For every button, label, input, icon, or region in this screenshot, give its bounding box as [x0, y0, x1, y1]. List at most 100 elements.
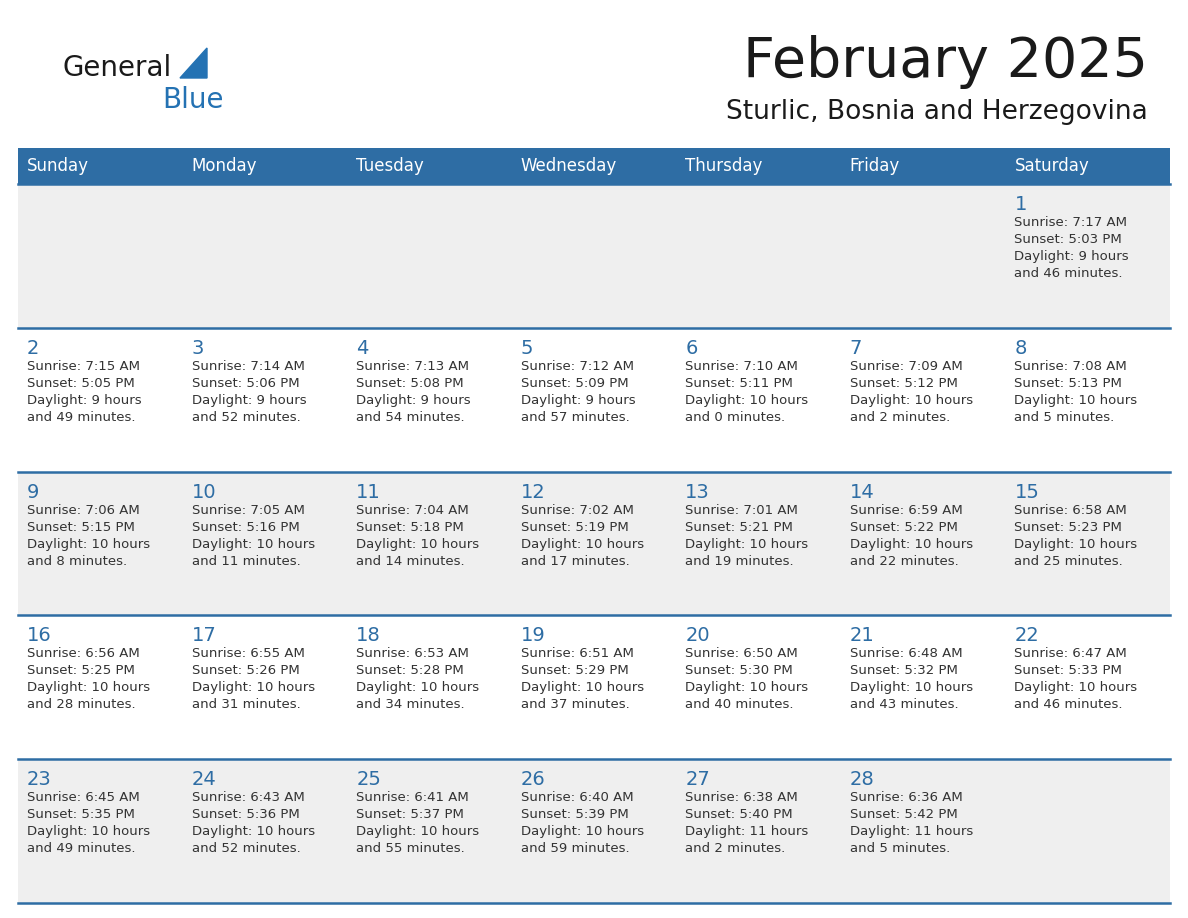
Text: 23: 23	[27, 770, 52, 789]
Text: 28: 28	[849, 770, 874, 789]
Text: Blue: Blue	[162, 86, 223, 114]
Bar	[676, 148, 841, 184]
Text: Sunrise: 6:40 AM: Sunrise: 6:40 AM	[520, 791, 633, 804]
Text: Thursday: Thursday	[685, 157, 763, 175]
Text: Sunrise: 6:36 AM: Sunrise: 6:36 AM	[849, 791, 962, 804]
Text: Sunset: 5:26 PM: Sunset: 5:26 PM	[191, 665, 299, 677]
Text: Sturlic, Bosnia and Herzegovina: Sturlic, Bosnia and Herzegovina	[726, 99, 1148, 125]
Text: and 25 minutes.: and 25 minutes.	[1015, 554, 1123, 567]
Text: Sunset: 5:19 PM: Sunset: 5:19 PM	[520, 521, 628, 533]
Text: Friday: Friday	[849, 157, 901, 175]
Bar	[347, 148, 512, 184]
Text: 20: 20	[685, 626, 710, 645]
Bar	[1005, 148, 1170, 184]
Text: and 8 minutes.: and 8 minutes.	[27, 554, 127, 567]
Text: Sunset: 5:30 PM: Sunset: 5:30 PM	[685, 665, 794, 677]
Text: Sunrise: 6:53 AM: Sunrise: 6:53 AM	[356, 647, 469, 660]
Text: Daylight: 10 hours: Daylight: 10 hours	[27, 681, 150, 694]
Text: Daylight: 10 hours: Daylight: 10 hours	[191, 825, 315, 838]
Text: Sunrise: 6:50 AM: Sunrise: 6:50 AM	[685, 647, 798, 660]
Text: Daylight: 10 hours: Daylight: 10 hours	[685, 394, 808, 407]
Text: Daylight: 11 hours: Daylight: 11 hours	[685, 825, 809, 838]
Bar	[183, 472, 347, 615]
Text: 14: 14	[849, 483, 874, 501]
Text: Daylight: 10 hours: Daylight: 10 hours	[520, 681, 644, 694]
Text: Wednesday: Wednesday	[520, 157, 617, 175]
Text: Sunset: 5:40 PM: Sunset: 5:40 PM	[685, 808, 792, 822]
Bar	[183, 759, 347, 903]
Text: Daylight: 10 hours: Daylight: 10 hours	[356, 825, 479, 838]
Bar	[1005, 328, 1170, 472]
Text: Monday: Monday	[191, 157, 257, 175]
Text: Saturday: Saturday	[1015, 157, 1089, 175]
Text: and 22 minutes.: and 22 minutes.	[849, 554, 959, 567]
Bar	[183, 184, 347, 328]
Text: Sunrise: 6:51 AM: Sunrise: 6:51 AM	[520, 647, 633, 660]
Text: Sunset: 5:12 PM: Sunset: 5:12 PM	[849, 376, 958, 390]
Text: Sunrise: 6:58 AM: Sunrise: 6:58 AM	[1015, 504, 1127, 517]
Text: Sunrise: 7:06 AM: Sunrise: 7:06 AM	[27, 504, 140, 517]
Text: and 37 minutes.: and 37 minutes.	[520, 699, 630, 711]
Text: Sunrise: 7:02 AM: Sunrise: 7:02 AM	[520, 504, 633, 517]
Bar	[347, 615, 512, 759]
Text: 10: 10	[191, 483, 216, 501]
Text: Sunset: 5:42 PM: Sunset: 5:42 PM	[849, 808, 958, 822]
Text: Sunset: 5:39 PM: Sunset: 5:39 PM	[520, 808, 628, 822]
Text: and 2 minutes.: and 2 minutes.	[685, 842, 785, 856]
Text: 6: 6	[685, 339, 697, 358]
Bar	[841, 759, 1005, 903]
Bar	[18, 759, 183, 903]
Text: 26: 26	[520, 770, 545, 789]
Text: Sunrise: 6:55 AM: Sunrise: 6:55 AM	[191, 647, 304, 660]
Text: Sunset: 5:08 PM: Sunset: 5:08 PM	[356, 376, 463, 390]
Text: Sunset: 5:36 PM: Sunset: 5:36 PM	[191, 808, 299, 822]
Text: and 55 minutes.: and 55 minutes.	[356, 842, 465, 856]
Bar	[676, 615, 841, 759]
Text: and 43 minutes.: and 43 minutes.	[849, 699, 959, 711]
Text: and 46 minutes.: and 46 minutes.	[1015, 267, 1123, 280]
Text: 2: 2	[27, 339, 39, 358]
Text: and 52 minutes.: and 52 minutes.	[191, 842, 301, 856]
Text: 12: 12	[520, 483, 545, 501]
Bar	[1005, 472, 1170, 615]
Text: Daylight: 9 hours: Daylight: 9 hours	[27, 394, 141, 407]
Bar	[183, 148, 347, 184]
Text: 17: 17	[191, 626, 216, 645]
Text: Sunset: 5:18 PM: Sunset: 5:18 PM	[356, 521, 463, 533]
Text: and 19 minutes.: and 19 minutes.	[685, 554, 794, 567]
Text: Sunset: 5:03 PM: Sunset: 5:03 PM	[1015, 233, 1123, 246]
Text: 11: 11	[356, 483, 381, 501]
Text: General: General	[62, 54, 171, 82]
Text: 24: 24	[191, 770, 216, 789]
Text: Daylight: 10 hours: Daylight: 10 hours	[1015, 681, 1138, 694]
Text: and 52 minutes.: and 52 minutes.	[191, 410, 301, 424]
Bar	[18, 148, 183, 184]
Text: and 59 minutes.: and 59 minutes.	[520, 842, 630, 856]
Text: Daylight: 10 hours: Daylight: 10 hours	[1015, 394, 1138, 407]
Text: Sunset: 5:15 PM: Sunset: 5:15 PM	[27, 521, 135, 533]
Text: Sunrise: 7:12 AM: Sunrise: 7:12 AM	[520, 360, 633, 373]
Bar	[512, 148, 676, 184]
Text: Sunset: 5:13 PM: Sunset: 5:13 PM	[1015, 376, 1123, 390]
Bar	[676, 328, 841, 472]
Bar	[18, 184, 183, 328]
Text: Sunset: 5:16 PM: Sunset: 5:16 PM	[191, 521, 299, 533]
Text: February 2025: February 2025	[742, 35, 1148, 89]
Text: Sunrise: 7:04 AM: Sunrise: 7:04 AM	[356, 504, 469, 517]
Text: and 14 minutes.: and 14 minutes.	[356, 554, 465, 567]
Text: Daylight: 10 hours: Daylight: 10 hours	[27, 825, 150, 838]
Text: Daylight: 9 hours: Daylight: 9 hours	[191, 394, 307, 407]
Bar	[512, 615, 676, 759]
Text: Sunrise: 7:09 AM: Sunrise: 7:09 AM	[849, 360, 962, 373]
Text: 13: 13	[685, 483, 710, 501]
Bar	[347, 759, 512, 903]
Text: Sunrise: 6:59 AM: Sunrise: 6:59 AM	[849, 504, 962, 517]
Bar	[676, 472, 841, 615]
Text: Daylight: 10 hours: Daylight: 10 hours	[356, 681, 479, 694]
Text: Sunset: 5:35 PM: Sunset: 5:35 PM	[27, 808, 135, 822]
Text: Daylight: 10 hours: Daylight: 10 hours	[1015, 538, 1138, 551]
Text: 7: 7	[849, 339, 862, 358]
Text: Sunset: 5:11 PM: Sunset: 5:11 PM	[685, 376, 794, 390]
Text: 25: 25	[356, 770, 381, 789]
Bar	[347, 184, 512, 328]
